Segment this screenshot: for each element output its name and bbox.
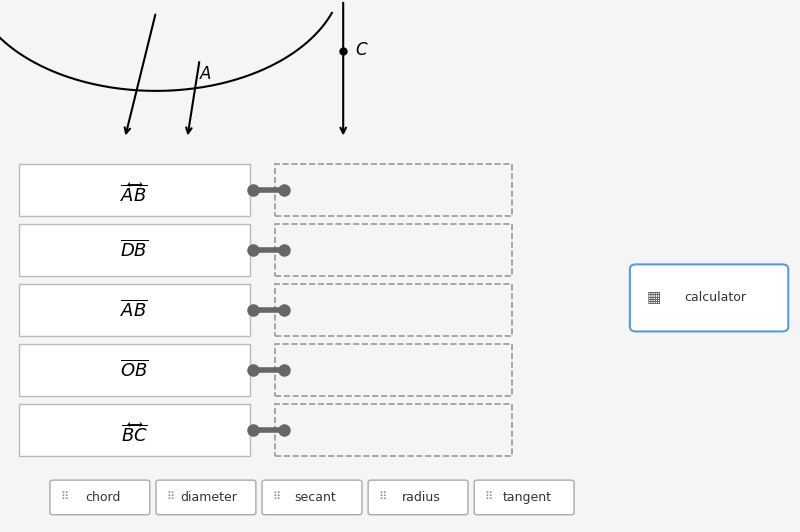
FancyBboxPatch shape (474, 480, 574, 515)
Text: $\overline{BC}$: $\overline{BC}$ (121, 425, 148, 446)
FancyBboxPatch shape (50, 480, 150, 515)
Text: $\overline{AB}$: $\overline{AB}$ (120, 185, 148, 205)
FancyBboxPatch shape (274, 344, 512, 396)
Text: secant: secant (294, 491, 336, 504)
FancyBboxPatch shape (274, 225, 512, 276)
Text: ⠿: ⠿ (60, 493, 68, 502)
Text: ⠿: ⠿ (485, 493, 493, 502)
Text: $\overline{OB}$: $\overline{OB}$ (120, 360, 149, 381)
FancyBboxPatch shape (18, 285, 250, 336)
Text: calculator: calculator (684, 292, 746, 304)
FancyBboxPatch shape (368, 480, 468, 515)
Text: A: A (200, 65, 211, 83)
Text: ⠿: ⠿ (166, 493, 174, 502)
Text: $\overline{AB}$: $\overline{AB}$ (120, 300, 148, 321)
Text: $\longleftrightarrow$: $\longleftrightarrow$ (124, 420, 144, 429)
FancyBboxPatch shape (18, 164, 250, 216)
Text: ⠿: ⠿ (378, 493, 386, 502)
FancyBboxPatch shape (18, 404, 250, 456)
Text: ▦: ▦ (646, 290, 661, 305)
Text: tangent: tangent (502, 491, 552, 504)
FancyBboxPatch shape (262, 480, 362, 515)
FancyBboxPatch shape (274, 404, 512, 456)
FancyBboxPatch shape (156, 480, 256, 515)
Text: ⠿: ⠿ (272, 493, 281, 502)
FancyBboxPatch shape (630, 264, 788, 331)
Text: chord: chord (86, 491, 121, 504)
Text: diameter: diameter (181, 491, 238, 504)
FancyBboxPatch shape (18, 225, 250, 276)
Text: C: C (356, 41, 367, 60)
Text: radius: radius (402, 491, 441, 504)
Text: $\longleftrightarrow$: $\longleftrightarrow$ (124, 179, 144, 189)
FancyBboxPatch shape (18, 344, 250, 396)
FancyBboxPatch shape (274, 164, 512, 216)
Text: $\overline{DB}$: $\overline{DB}$ (120, 240, 148, 261)
FancyBboxPatch shape (274, 285, 512, 336)
